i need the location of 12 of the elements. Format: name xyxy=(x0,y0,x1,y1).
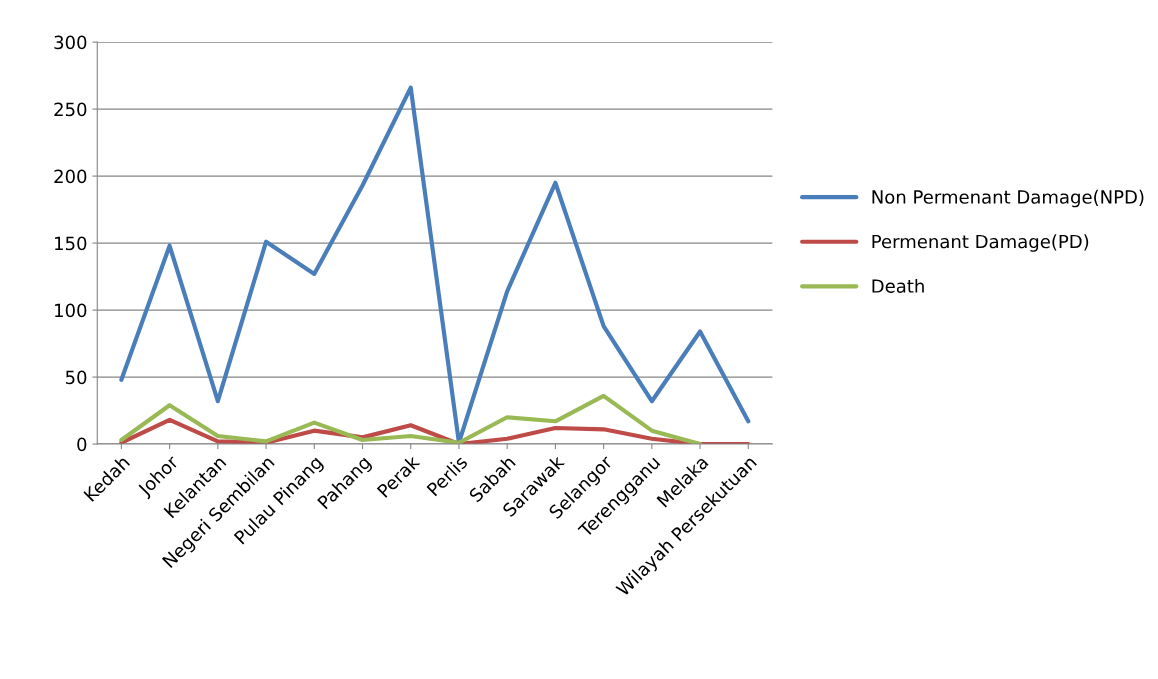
legend-label: Non Permenant Damage(NPD) xyxy=(872,189,1144,208)
y-tick-label: 150 xyxy=(55,236,87,251)
y-tick-label: 0 xyxy=(77,437,87,452)
legend-label: Permenant Damage(PD) xyxy=(872,234,1089,252)
y-tick-label: 200 xyxy=(54,169,87,184)
line-series xyxy=(119,393,703,445)
y-tick-label: 50 xyxy=(65,370,87,385)
y-tick-label: 300 xyxy=(54,35,87,50)
y-tick-label: 250 xyxy=(54,102,87,117)
y-tick-label: 100 xyxy=(55,303,87,318)
legend-label: Death xyxy=(872,278,924,293)
line-series xyxy=(119,417,751,445)
